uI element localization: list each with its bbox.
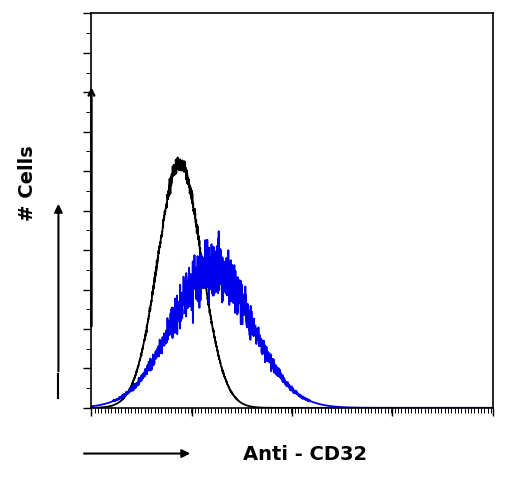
Text: # Cells: # Cells bbox=[18, 144, 38, 220]
Text: Anti - CD32: Anti - CD32 bbox=[243, 444, 367, 463]
